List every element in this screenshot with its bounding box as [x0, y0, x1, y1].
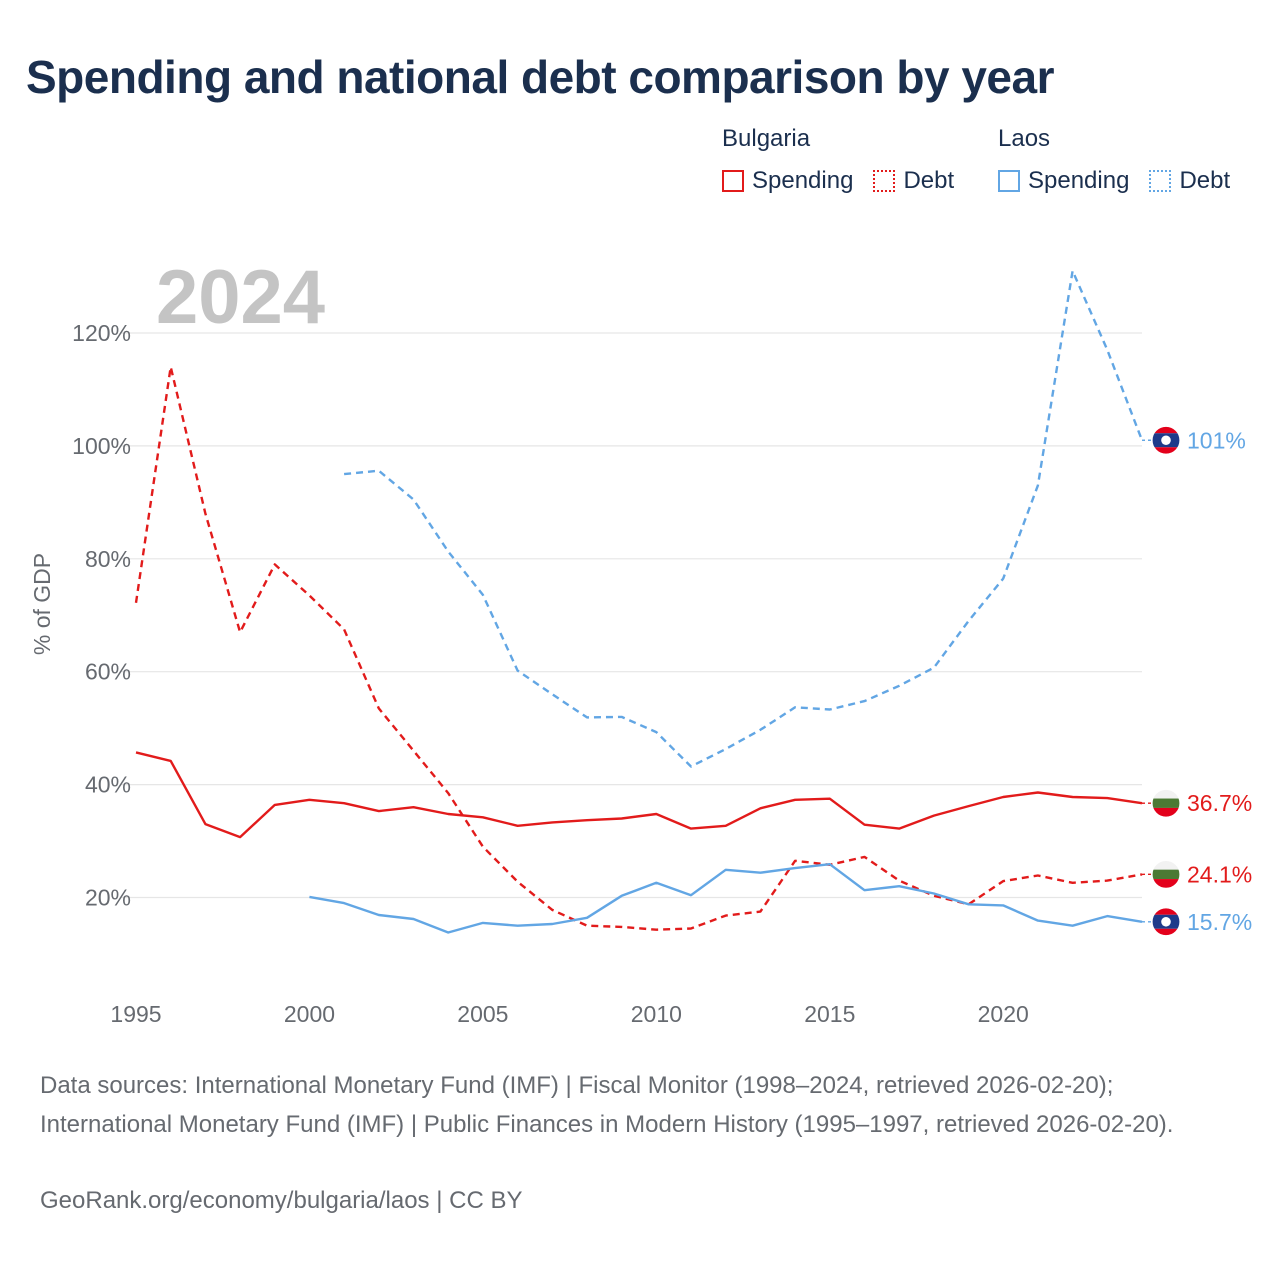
end-value-label: 24.1% [1187, 861, 1252, 887]
y-tick-label: 40% [85, 772, 131, 798]
y-tick-label: 20% [85, 885, 131, 911]
solid-line-swatch-icon [998, 170, 1020, 192]
dotted-line-swatch-icon [1149, 170, 1172, 192]
bulgaria-flag-icon [1152, 789, 1180, 818]
legend-country-laos: Laos [998, 125, 1051, 152]
end-value-label: 101% [1187, 427, 1246, 453]
legend-label: Debt [1179, 167, 1231, 194]
series-line-bulgaria-spending[interactable] [135, 751, 1143, 839]
end-value-label: 36.7% [1187, 790, 1252, 816]
legend-bulgaria: Bulgaria Spending Debt [722, 124, 954, 196]
x-tick-label: 2020 [978, 1001, 1029, 1027]
series-lines [134, 269, 1144, 934]
grid-lines [120, 332, 1142, 899]
legend-item-laos-debt[interactable]: Debt [1149, 167, 1230, 195]
legend-item-bulgaria-debt[interactable]: Debt [873, 167, 954, 195]
series-end-markers: 24.1% 36.7% 101% 15.7% [1142, 425, 1252, 937]
year-watermark: 2024 [156, 255, 325, 340]
source-line-1: Data sources: International Monetary Fun… [40, 1072, 1114, 1099]
legend-label: Spending [752, 167, 854, 194]
end-value-label: 15.7% [1187, 909, 1252, 935]
laos-flag-icon [1152, 907, 1180, 936]
y-tick-label: 100% [72, 433, 131, 459]
y-axis-label: % of GDP [29, 553, 55, 655]
legend-label: Spending [1028, 167, 1130, 194]
y-tick-label: 120% [72, 320, 131, 346]
legend-label: Debt [903, 167, 955, 194]
x-tick-label: 2000 [284, 1001, 335, 1027]
legend-item-laos-spending[interactable]: Spending [998, 167, 1129, 195]
x-tick-label: 1995 [110, 1001, 161, 1027]
chart-title: Spending and national debt comparison by… [26, 51, 1055, 103]
series-line-laos-debt[interactable] [343, 269, 1144, 768]
x-tick-label: 2010 [631, 1001, 682, 1027]
source-line-2: International Monetary Fund (IMF) | Publ… [40, 1111, 1174, 1138]
laos-flag-icon [1152, 426, 1180, 455]
series-line-bulgaria-debt[interactable] [134, 365, 1143, 931]
credit-link[interactable]: GeoRank.org/economy/bulgaria/laos | CC B… [40, 1187, 523, 1214]
x-tick-label: 2005 [457, 1001, 508, 1027]
x-axis-ticks: 1995 2000 2005 2010 2015 2020 [110, 1001, 1028, 1027]
solid-line-swatch-icon [722, 170, 744, 192]
y-tick-label: 60% [85, 659, 131, 685]
legend-country-bulgaria: Bulgaria [722, 125, 811, 152]
line-chart: 20% 40% 60% 80% 100% 120% 1995 2000 2005 2010 201… [29, 255, 1252, 1027]
y-tick-label: 80% [85, 546, 131, 572]
y-axis-ticks: 20% 40% 60% 80% 100% 120% [72, 320, 131, 911]
bulgaria-flag-icon [1152, 860, 1180, 889]
x-tick-label: 2015 [804, 1001, 855, 1027]
legend-item-bulgaria-spending[interactable]: Spending [722, 167, 853, 195]
data-source-note: Data sources: International Monetary Fun… [40, 1066, 1240, 1144]
legend-laos: Laos Spending Debt [998, 124, 1230, 196]
series-line-laos-spending[interactable] [309, 863, 1143, 934]
dotted-line-swatch-icon [873, 170, 896, 192]
